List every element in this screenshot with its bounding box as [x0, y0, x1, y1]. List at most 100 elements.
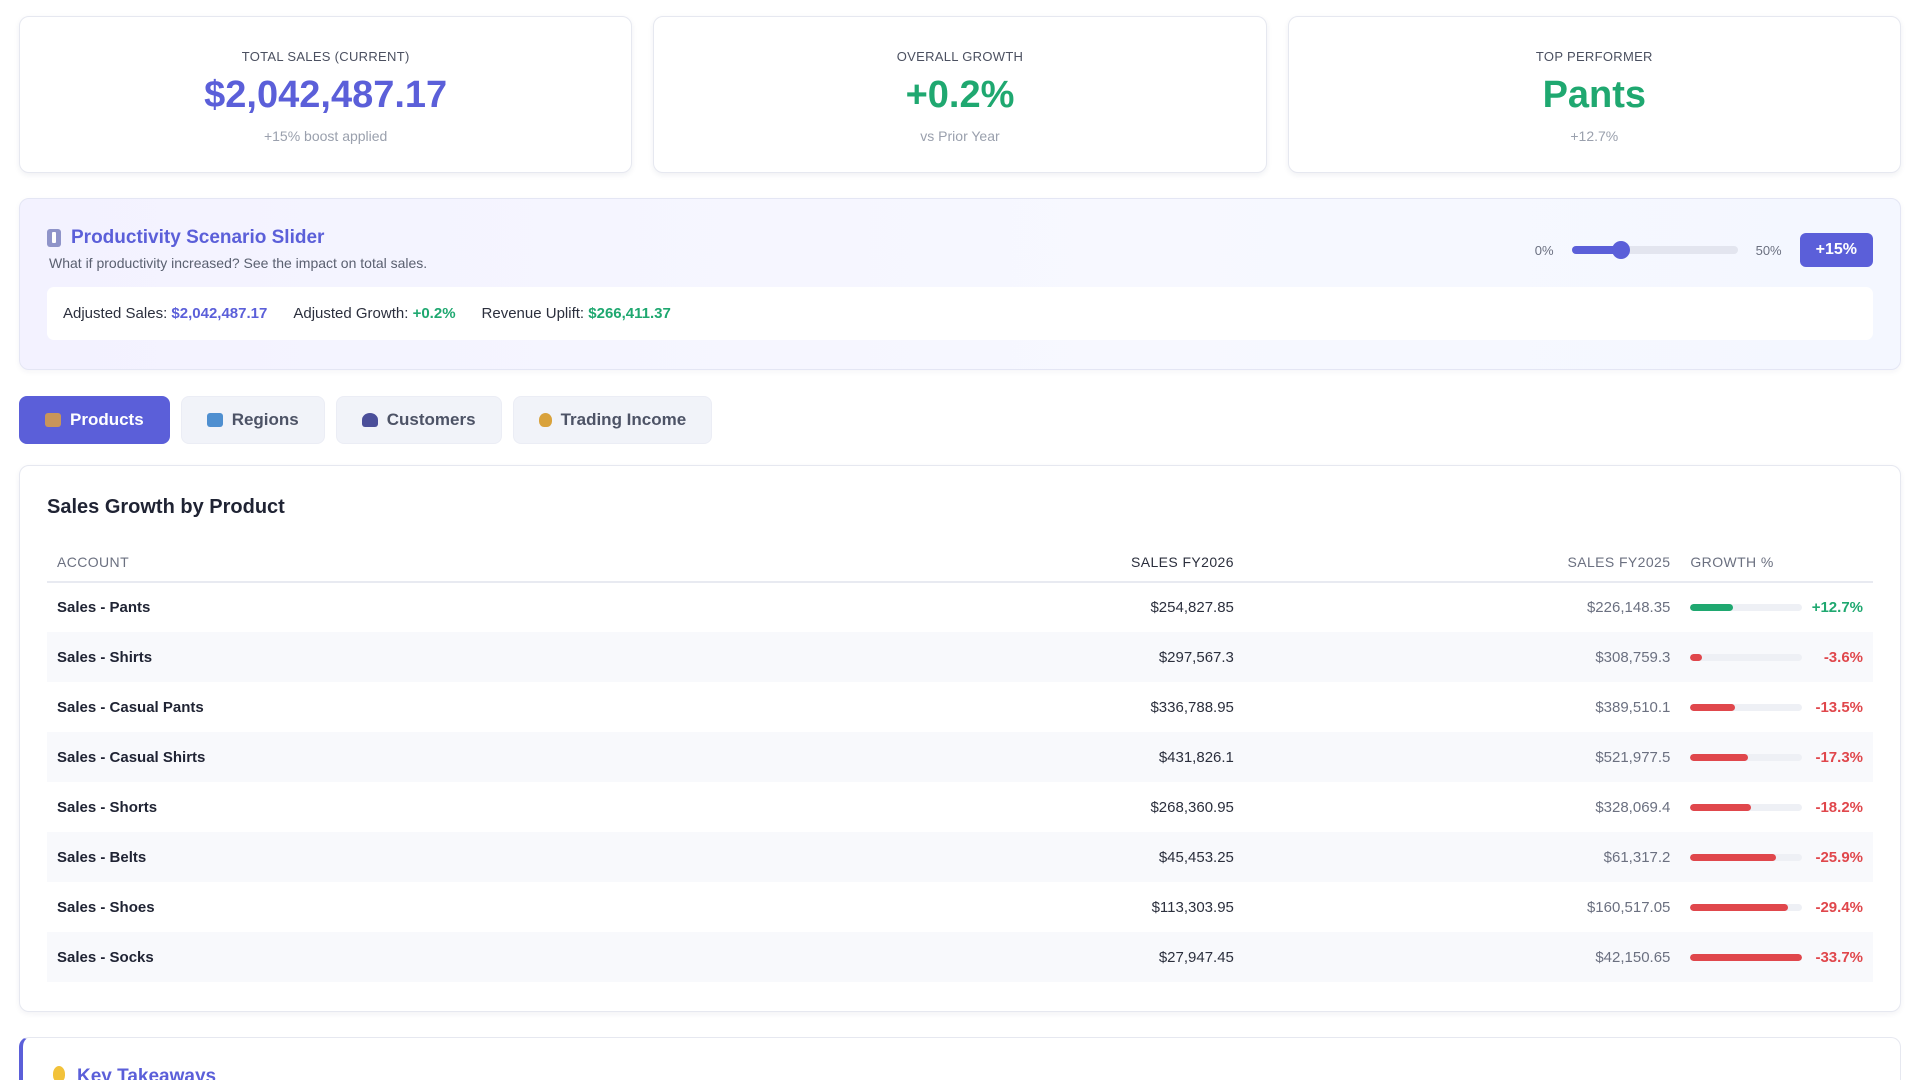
growth-bar-fill — [1690, 953, 1803, 961]
cell-sales-fy2026: $45,453.25 — [1158, 848, 1234, 866]
header-growth[interactable]: GROWTH % — [1690, 543, 1873, 583]
kpi-label: TOP PERFORMER — [1535, 49, 1653, 64]
header-sales-fy2026[interactable]: SALES FY2026 — [960, 543, 1234, 583]
kpi-label: TOTAL SALES (CURRENT) — [241, 49, 410, 64]
growth-bar-track — [1690, 903, 1803, 911]
table-row[interactable]: Sales - Casual Shirts $431,826.1 $521,977.… — [47, 732, 1873, 782]
header-sales-fy2025[interactable]: SALES FY2025 — [1233, 543, 1691, 583]
scenario-title: Productivity Scenario Slider — [71, 227, 325, 248]
adjusted-sales-label: Adjusted Sales: — [63, 305, 168, 322]
kpi-total-sales: TOTAL SALES (CURRENT) $2,042,487.17 +15%… — [19, 16, 633, 173]
growth-cell-content: -29.4% — [1690, 899, 1873, 916]
cell-sales-fy2025: $389,510.1 — [1595, 698, 1671, 716]
tab-products[interactable]: Products — [19, 396, 170, 444]
growth-cell-content: -25.9% — [1690, 849, 1873, 866]
cell-sales-fy2025: $61,317.2 — [1603, 848, 1671, 866]
sales-growth-table: ACCOUNT SALES FY2026 SALES FY2025 GROWTH… — [47, 543, 1873, 982]
tab-label: Regions — [231, 410, 299, 429]
map-icon — [206, 413, 223, 427]
sales-growth-card: Sales Growth by Product ACCOUNT SALES FY… — [19, 465, 1901, 1012]
tab-label: Trading Income — [560, 410, 687, 429]
cell-growth: -13.5% — [1690, 682, 1873, 732]
slider-thumb[interactable] — [1612, 241, 1631, 259]
slider-min-label: 0% — [1534, 242, 1554, 258]
cell-sales-fy2026: $254,827.85 — [1150, 599, 1234, 616]
growth-cell-content: -33.7% — [1690, 949, 1873, 966]
cell-growth: -3.6% — [1690, 632, 1873, 682]
cell-growth: -29.4% — [1690, 882, 1873, 932]
tab-label: Products — [70, 410, 144, 429]
cell-account: Sales - Shorts — [57, 798, 158, 816]
kpi-value: +0.2% — [905, 74, 1015, 116]
growth-percent: -17.3% — [1815, 748, 1863, 766]
cell-sales-fy2025: $308,759.3 — [1595, 648, 1671, 666]
tab-customers[interactable]: Customers — [335, 396, 502, 444]
growth-percent: +12.7% — [1811, 599, 1863, 616]
growth-bar-fill — [1690, 903, 1789, 911]
table-row[interactable]: Sales - Shorts $268,360.95 $328,069.4 -18.2… — [47, 782, 1873, 832]
cell-sales-fy2025: $160,517.05 — [1586, 898, 1671, 916]
cell-account: Sales - Pants — [57, 599, 151, 616]
slider-fill — [1571, 246, 1622, 254]
growth-percent: -13.5% — [1815, 698, 1863, 716]
growth-percent: -18.2% — [1815, 798, 1863, 816]
takeaways-title: Key Takeaways — [77, 1066, 217, 1080]
kpi-top-performer: TOP PERFORMER Pants +12.7% — [1287, 16, 1901, 173]
cell-sales-fy2026: $268,360.95 — [1150, 798, 1234, 816]
growth-bar-track — [1690, 803, 1803, 811]
key-takeaways-panel: Key Takeaways — [19, 1037, 1901, 1080]
tab-trading-income[interactable]: Trading Income — [512, 396, 713, 444]
adjusted-growth-label: Adjusted Growth: — [293, 305, 409, 322]
cell-sales-fy2026: $297,567.3 — [1158, 648, 1234, 666]
growth-percent: -3.6% — [1823, 648, 1863, 666]
growth-bar-track — [1690, 753, 1803, 761]
kpi-sub: +12.7% — [1570, 128, 1619, 144]
cell-sales-fy2026: $27,947.45 — [1158, 948, 1234, 966]
growth-bar-track — [1690, 953, 1803, 961]
growth-bar-fill — [1690, 753, 1748, 761]
cell-growth: -33.7% — [1690, 932, 1873, 982]
cell-sales-fy2026: $336,788.95 — [1150, 698, 1234, 716]
slider-controls: 0% 50% +15% — [1535, 233, 1873, 267]
table-row[interactable]: Sales - Shoes $113,303.95 $160,517.05 -29.4… — [47, 882, 1873, 932]
growth-percent: -29.4% — [1815, 898, 1863, 916]
growth-cell-content: +12.7% — [1690, 599, 1873, 616]
cell-sales-fy2026: $431,826.1 — [1158, 748, 1234, 766]
growth-percent: -25.9% — [1815, 848, 1863, 866]
adjusted-sales-value: $2,042,487.17 — [171, 305, 268, 322]
tab-regions[interactable]: Regions — [180, 396, 325, 444]
cell-account: Sales - Casual Pants — [57, 698, 204, 716]
table-row[interactable]: Sales - Casual Pants $336,788.95 $389,510.… — [47, 682, 1873, 732]
table-header-row: ACCOUNT SALES FY2026 SALES FY2025 GROWTH… — [47, 543, 1873, 583]
cell-account: Sales - Casual Shirts — [57, 748, 206, 766]
table-title: Sales Growth by Product — [47, 496, 285, 518]
productivity-slider[interactable] — [1571, 241, 1738, 259]
revenue-uplift-value: $266,411.37 — [588, 305, 671, 322]
cell-account: Sales - Shirts — [57, 648, 153, 666]
growth-bar-fill — [1690, 604, 1733, 611]
kpi-label: OVERALL GROWTH — [896, 49, 1024, 64]
cell-sales-fy2025: $42,150.65 — [1595, 948, 1671, 966]
box-icon — [45, 413, 61, 427]
growth-bar-track — [1690, 604, 1803, 611]
cell-growth: -25.9% — [1690, 832, 1873, 882]
growth-bar-fill — [1690, 853, 1777, 861]
header-account[interactable]: ACCOUNT — [47, 543, 960, 583]
cell-growth: -18.2% — [1690, 782, 1873, 832]
table-row[interactable]: Sales - Shirts $297,567.3 $308,759.3 -3.6% — [47, 632, 1873, 682]
growth-bar-track — [1690, 653, 1803, 661]
table-row[interactable]: Sales - Belts $45,453.25 $61,317.2 -25.9% — [47, 832, 1873, 882]
table-row[interactable]: Sales - Pants $254,827.85 $226,148.35 +12.7… — [47, 582, 1873, 632]
growth-percent: -33.7% — [1815, 948, 1863, 966]
boost-value-button[interactable]: +15% — [1799, 233, 1873, 267]
scenario-description: What if productivity increased? See the … — [49, 255, 428, 271]
growth-bar-fill — [1690, 653, 1703, 661]
people-icon — [361, 413, 378, 427]
adjusted-growth-value: +0.2% — [412, 305, 456, 322]
scenario-results: Adjusted Sales: $2,042,487.17 Adjusted G… — [47, 287, 1873, 340]
growth-bar-fill — [1690, 703, 1736, 711]
growth-cell-content: -17.3% — [1690, 749, 1873, 766]
table-row[interactable]: Sales - Socks $27,947.45 $42,150.65 -33.7% — [47, 932, 1873, 982]
growth-cell-content: -18.2% — [1690, 799, 1873, 816]
